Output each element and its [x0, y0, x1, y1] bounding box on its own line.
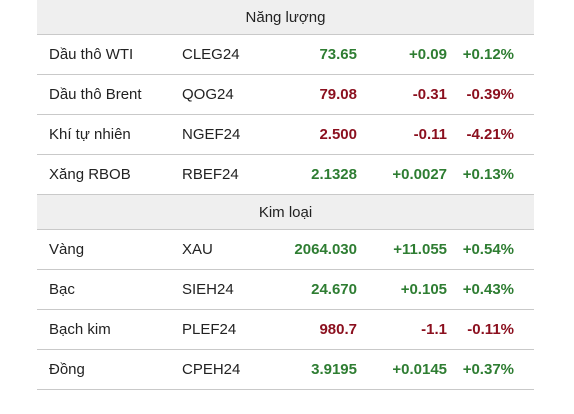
table-row[interactable]: Đồng CPEH24 3.9195 +0.0145 +0.37%: [37, 350, 534, 390]
price-value: 980.7: [319, 321, 357, 338]
commodity-symbol: PLEF24: [182, 321, 237, 338]
commodity-name: Dầu thô WTI: [49, 46, 134, 63]
table-row[interactable]: Bạc SIEH24 24.670 +0.105 +0.43%: [37, 270, 534, 310]
percent-change: +0.37%: [462, 361, 514, 378]
table-row[interactable]: Khí tự nhiên NGEF24 2.500 -0.11 -4.21%: [37, 115, 534, 155]
change-value: +0.105: [400, 281, 447, 298]
change-value: +0.0027: [392, 166, 447, 183]
commodity-symbol: SIEH24: [182, 281, 234, 298]
table-row[interactable]: Bạch kim PLEF24 980.7 -1.1 -0.11%: [37, 310, 534, 350]
commodity-symbol: NGEF24: [182, 126, 241, 143]
price-value: 24.670: [311, 281, 357, 298]
section-title: Kim loại: [258, 203, 313, 221]
commodity-table: Năng lượng Dầu thô WTI CLEG24 73.65 +0.09 +0…: [37, 0, 534, 390]
commodity-symbol: XAU: [182, 241, 213, 258]
percent-change: -0.39%: [466, 86, 514, 103]
percent-change: +0.54%: [462, 241, 514, 258]
change-value: +0.0145: [392, 361, 447, 378]
table-row[interactable]: Dầu thô Brent QOG24 79.08 -0.31 -0.39%: [37, 75, 534, 115]
change-value: +11.055: [393, 241, 447, 258]
table-row[interactable]: Xăng RBOB RBEF24 2.1328 +0.0027 +0.13%: [37, 155, 534, 195]
change-value: -0.11: [413, 126, 447, 143]
change-value: -1.1: [421, 321, 447, 338]
price-value: 73.65: [319, 46, 357, 63]
commodity-name: Bạch kim: [49, 321, 111, 338]
commodity-name: Vàng: [49, 241, 85, 258]
section-header-energy: Năng lượng: [37, 0, 534, 35]
percent-change: +0.13%: [462, 166, 514, 183]
table-row[interactable]: Vàng XAU 2064.030 +11.055 +0.54%: [37, 230, 534, 270]
commodity-name: Dầu thô Brent: [49, 86, 142, 103]
percent-change: -4.21%: [466, 126, 514, 143]
change-value: -0.31: [412, 86, 447, 103]
change-value: +0.09: [409, 46, 447, 63]
price-value: 2.500: [319, 126, 357, 143]
price-value: 79.08: [319, 86, 357, 103]
commodity-name: Khí tự nhiên: [49, 126, 131, 143]
section-rows-metals: Vàng XAU 2064.030 +11.055 +0.54% Bạc SIEH24 24.…: [37, 230, 534, 390]
commodity-symbol: QOG24: [182, 86, 234, 103]
commodity-name: Bạc: [49, 281, 75, 298]
commodity-symbol: RBEF24: [182, 166, 239, 183]
table-row[interactable]: Dầu thô WTI CLEG24 73.65 +0.09 +0.12%: [37, 35, 534, 75]
commodity-symbol: CLEG24: [182, 46, 240, 63]
price-value: 2.1328: [311, 166, 357, 183]
percent-change: +0.43%: [462, 281, 514, 298]
section-title: Năng lượng: [245, 8, 326, 26]
commodity-name: Đồng: [49, 361, 85, 378]
commodity-symbol: CPEH24: [182, 361, 241, 378]
section-rows-energy: Dầu thô WTI CLEG24 73.65 +0.09 +0.12% Dầu thô…: [37, 35, 534, 195]
percent-change: -0.11%: [467, 321, 514, 338]
percent-change: +0.12%: [462, 46, 514, 63]
commodity-name: Xăng RBOB: [49, 166, 131, 183]
section-header-metals: Kim loại: [37, 195, 534, 230]
price-value: 2064.030: [294, 241, 357, 258]
price-value: 3.9195: [311, 361, 357, 378]
